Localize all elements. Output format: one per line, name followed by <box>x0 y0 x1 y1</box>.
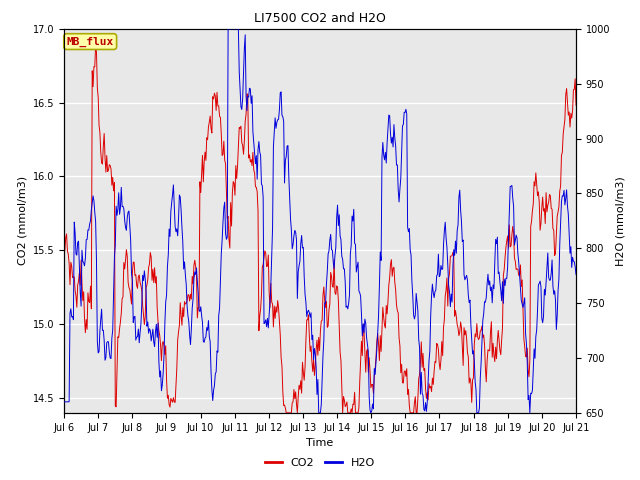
X-axis label: Time: Time <box>307 438 333 448</box>
Title: LI7500 CO2 and H2O: LI7500 CO2 and H2O <box>254 12 386 25</box>
Legend: CO2, H2O: CO2, H2O <box>260 453 380 472</box>
Text: MB_flux: MB_flux <box>67 36 114 47</box>
Y-axis label: H2O (mmol/m3): H2O (mmol/m3) <box>616 176 626 265</box>
Y-axis label: CO2 (mmol/m3): CO2 (mmol/m3) <box>17 176 27 265</box>
